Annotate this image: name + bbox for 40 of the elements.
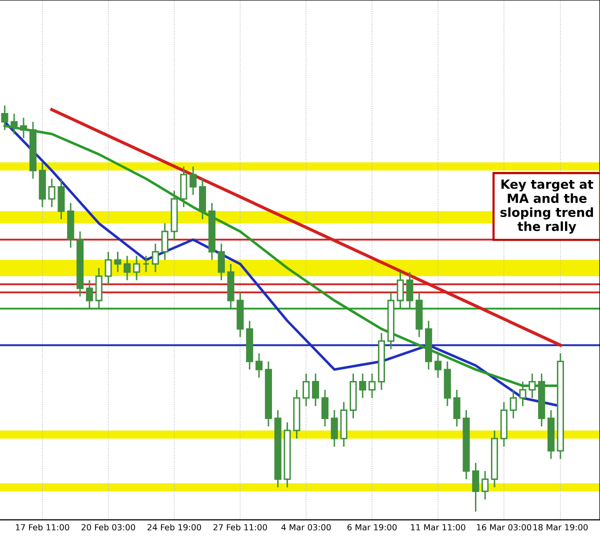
candlestick <box>453 389 460 428</box>
candlestick <box>330 409 338 448</box>
candlestick <box>161 222 168 261</box>
candlestick <box>528 372 536 399</box>
x-tick-label: 18 Mar 19:00 <box>534 524 588 530</box>
candlestick <box>406 271 414 310</box>
candlestick <box>10 113 18 135</box>
x-tick-label: 17 Feb 11:00 <box>16 524 70 530</box>
candlestick <box>302 372 310 407</box>
candlestick <box>142 255 150 273</box>
candlestick <box>218 242 225 281</box>
annotation: Key target at MA and the sloping trend the rally <box>500 180 594 234</box>
candlestick <box>256 352 263 378</box>
candlestick <box>152 242 159 273</box>
candlestick <box>133 255 140 281</box>
candlestick <box>396 271 404 310</box>
candlestick <box>1 104 8 131</box>
candlestick <box>434 352 442 378</box>
candlestick <box>190 166 197 196</box>
candlestick <box>86 280 94 310</box>
candlestick <box>519 381 526 407</box>
candlestick <box>359 372 366 399</box>
candlestick <box>124 255 131 281</box>
candlestick <box>114 251 122 273</box>
candlestick <box>20 117 28 139</box>
x-tick-label: 27 Feb 11:00 <box>213 524 267 530</box>
x-tick-label: 6 Mar 19:00 <box>347 524 397 530</box>
candlestick <box>472 462 480 512</box>
x-tick-label: 11 Mar 11:00 <box>411 524 466 530</box>
candlestick <box>48 178 56 208</box>
candlestick <box>482 470 489 500</box>
candlestick <box>321 389 328 428</box>
x-tick-label: 24 Feb 19:00 <box>148 524 202 530</box>
x-tick-label: 20 Feb 03:00 <box>82 524 136 530</box>
x-tick-label: 16 Mar 03:00 <box>477 524 532 530</box>
candlestick <box>312 372 320 407</box>
x-tick-label: 4 Mar 03:00 <box>281 524 331 530</box>
candlestick <box>368 372 376 399</box>
candlestick <box>104 251 112 285</box>
candlestick <box>510 389 517 419</box>
